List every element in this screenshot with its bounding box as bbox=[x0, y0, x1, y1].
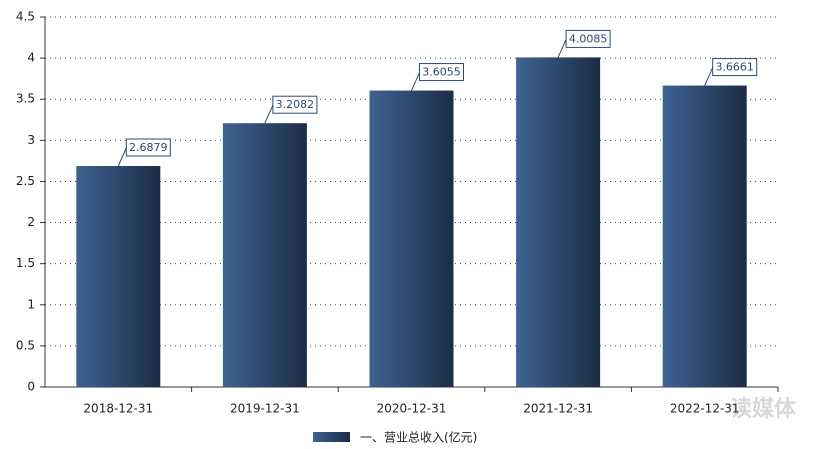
legend-swatch bbox=[313, 432, 350, 442]
y-tick-label: 2.5 bbox=[16, 174, 35, 188]
value-label-box bbox=[125, 138, 171, 157]
x-tick-label: 2021-12-31 bbox=[523, 402, 593, 416]
x-tick-label: 2022-12-31 bbox=[670, 402, 740, 416]
x-tick-label: 2020-12-31 bbox=[377, 402, 447, 416]
value-label-box bbox=[419, 63, 464, 82]
leader-line bbox=[117, 147, 127, 167]
y-tick-label: 0.5 bbox=[16, 338, 35, 352]
value-label: 4.0085 bbox=[569, 32, 608, 45]
value-label-box bbox=[565, 29, 611, 48]
value-label: 3.6055 bbox=[422, 66, 461, 79]
y-tick-label: 0 bbox=[27, 380, 35, 394]
bar bbox=[222, 123, 307, 388]
bar bbox=[76, 165, 161, 387]
y-tick-label: 4 bbox=[27, 51, 35, 65]
value-label-box bbox=[712, 58, 758, 77]
x-tick-label: 2018-12-31 bbox=[83, 402, 153, 416]
y-tick-label: 1.5 bbox=[16, 256, 35, 270]
y-tick-label: 2 bbox=[27, 215, 35, 229]
leader-line bbox=[411, 72, 420, 91]
bar bbox=[369, 90, 454, 387]
value-label: 3.6661 bbox=[715, 61, 754, 74]
bar bbox=[662, 85, 747, 387]
y-tick-label: 1 bbox=[27, 297, 35, 311]
value-label-box bbox=[272, 95, 318, 114]
value-label: 2.6879 bbox=[129, 141, 168, 154]
legend-label: 一、营业总收入(亿元) bbox=[360, 430, 477, 445]
leader-line bbox=[264, 105, 274, 124]
x-tick-label: 2019-12-31 bbox=[230, 402, 300, 416]
watermark: 读媒体 bbox=[730, 396, 797, 422]
leader-line bbox=[557, 39, 567, 58]
bar bbox=[516, 57, 601, 387]
y-tick-label: 4.5 bbox=[16, 10, 35, 24]
y-tick-label: 3.5 bbox=[16, 92, 35, 106]
leader-line bbox=[704, 67, 714, 86]
value-label: 3.2082 bbox=[276, 98, 315, 111]
y-tick-label: 3 bbox=[27, 133, 35, 147]
